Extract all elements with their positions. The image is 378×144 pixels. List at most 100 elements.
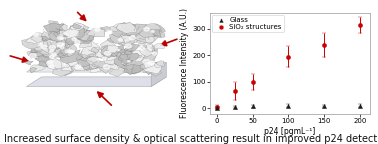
Polygon shape [133,30,158,44]
Polygon shape [26,62,166,72]
Polygon shape [125,46,135,51]
Circle shape [64,64,65,65]
Polygon shape [62,30,73,37]
Polygon shape [139,57,154,68]
Circle shape [104,51,111,55]
Circle shape [34,33,38,36]
Polygon shape [140,54,157,61]
Circle shape [152,52,156,55]
Polygon shape [91,47,99,53]
Circle shape [139,47,144,50]
Circle shape [149,61,154,65]
Polygon shape [118,57,131,65]
Polygon shape [133,53,142,59]
Polygon shape [62,41,74,47]
Polygon shape [73,23,82,29]
Polygon shape [114,34,129,43]
Polygon shape [124,66,135,75]
Polygon shape [142,66,154,75]
Polygon shape [119,51,133,59]
Polygon shape [53,46,68,59]
Polygon shape [121,58,132,66]
Polygon shape [88,57,101,69]
Polygon shape [106,45,119,53]
Polygon shape [32,50,42,56]
Polygon shape [140,60,150,69]
Polygon shape [154,43,164,49]
Text: Increased surface density & optical scattering result in improved p24 detection: Increased surface density & optical scat… [4,134,378,144]
Polygon shape [79,38,91,48]
Polygon shape [107,46,119,57]
Polygon shape [109,45,125,53]
Polygon shape [48,49,70,58]
Circle shape [76,65,81,68]
Polygon shape [81,41,100,55]
Polygon shape [140,68,149,73]
Polygon shape [91,59,109,68]
Circle shape [107,30,112,34]
Polygon shape [103,46,112,50]
Polygon shape [68,25,85,39]
Polygon shape [65,38,76,46]
Polygon shape [53,35,63,39]
Polygon shape [56,59,68,67]
Polygon shape [136,37,150,44]
Polygon shape [94,63,116,74]
Polygon shape [142,62,161,74]
Polygon shape [31,42,50,52]
Circle shape [118,49,119,51]
Polygon shape [125,23,147,35]
Polygon shape [51,41,62,49]
Polygon shape [116,23,137,33]
Circle shape [75,40,80,44]
Polygon shape [84,52,99,65]
Polygon shape [113,51,121,56]
Polygon shape [127,52,135,57]
Polygon shape [57,23,69,35]
Polygon shape [31,36,44,42]
Circle shape [129,36,135,40]
Polygon shape [40,49,51,58]
Circle shape [57,43,63,47]
Polygon shape [31,33,46,40]
Polygon shape [156,61,165,67]
Polygon shape [122,61,140,74]
Polygon shape [26,36,48,49]
Polygon shape [93,57,98,62]
Polygon shape [102,54,119,64]
Polygon shape [113,24,122,28]
Polygon shape [124,50,133,55]
Circle shape [144,27,149,31]
Circle shape [125,44,132,48]
Circle shape [102,57,106,59]
Polygon shape [133,32,150,41]
Polygon shape [73,29,95,41]
Polygon shape [29,68,37,73]
Polygon shape [62,28,79,37]
Circle shape [71,50,74,52]
Polygon shape [31,65,48,72]
Polygon shape [56,40,71,48]
Polygon shape [100,40,116,52]
Polygon shape [143,45,158,55]
Polygon shape [51,33,66,39]
Circle shape [62,43,64,44]
Circle shape [151,31,154,32]
Polygon shape [88,49,105,59]
Polygon shape [109,62,124,76]
Polygon shape [105,57,112,61]
Polygon shape [25,36,44,46]
Polygon shape [27,50,40,59]
Polygon shape [135,32,147,40]
Polygon shape [144,24,161,30]
Polygon shape [154,62,162,68]
Polygon shape [151,62,166,87]
Polygon shape [72,23,89,35]
Polygon shape [78,59,90,70]
Polygon shape [103,55,119,65]
Circle shape [41,45,47,49]
Polygon shape [32,41,56,53]
Polygon shape [145,36,154,43]
Circle shape [50,50,54,52]
Polygon shape [90,65,101,73]
